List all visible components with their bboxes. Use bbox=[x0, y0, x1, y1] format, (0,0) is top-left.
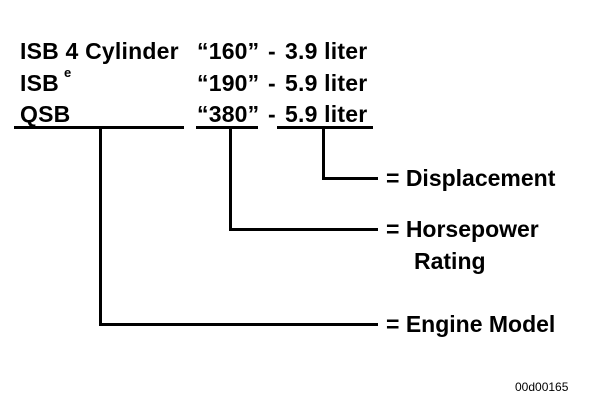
engine-model-superscript: e bbox=[64, 65, 72, 80]
engine-model-connector-vertical bbox=[99, 126, 102, 326]
engine-model-label: = Engine Model bbox=[386, 311, 556, 337]
separator-dash: - bbox=[268, 38, 276, 64]
rating-160: “160” bbox=[197, 38, 260, 64]
horsepower-connector-horizontal bbox=[229, 228, 378, 231]
horsepower-connector-vertical bbox=[229, 126, 232, 231]
displacement-label: = Displacement bbox=[386, 165, 556, 191]
rating-label: Rating bbox=[414, 248, 486, 274]
engine-model-connector-horizontal bbox=[99, 323, 378, 326]
engine-model-qsb: QSB bbox=[20, 101, 71, 127]
displacement-3-9: 3.9 liter bbox=[285, 38, 368, 64]
engine-model-isb-e: ISB bbox=[20, 70, 59, 96]
rating-190: “190” bbox=[197, 70, 260, 96]
rating-380: “380” bbox=[197, 101, 260, 127]
engine-model-isb-4-cylinder: ISB 4 Cylinder bbox=[20, 38, 179, 64]
displacement-5-9: 5.9 liter bbox=[285, 101, 368, 127]
rating-underline bbox=[196, 126, 258, 129]
displacement-underline bbox=[277, 126, 373, 129]
displacement-connector-horizontal bbox=[322, 177, 378, 180]
separator-dash: - bbox=[268, 101, 276, 127]
horsepower-label: = Horsepower bbox=[386, 216, 539, 242]
figure-code: 00d00165 bbox=[515, 380, 569, 394]
separator-dash: - bbox=[268, 70, 276, 96]
displacement-5-9: 5.9 liter bbox=[285, 70, 368, 96]
displacement-connector-vertical bbox=[322, 126, 325, 180]
